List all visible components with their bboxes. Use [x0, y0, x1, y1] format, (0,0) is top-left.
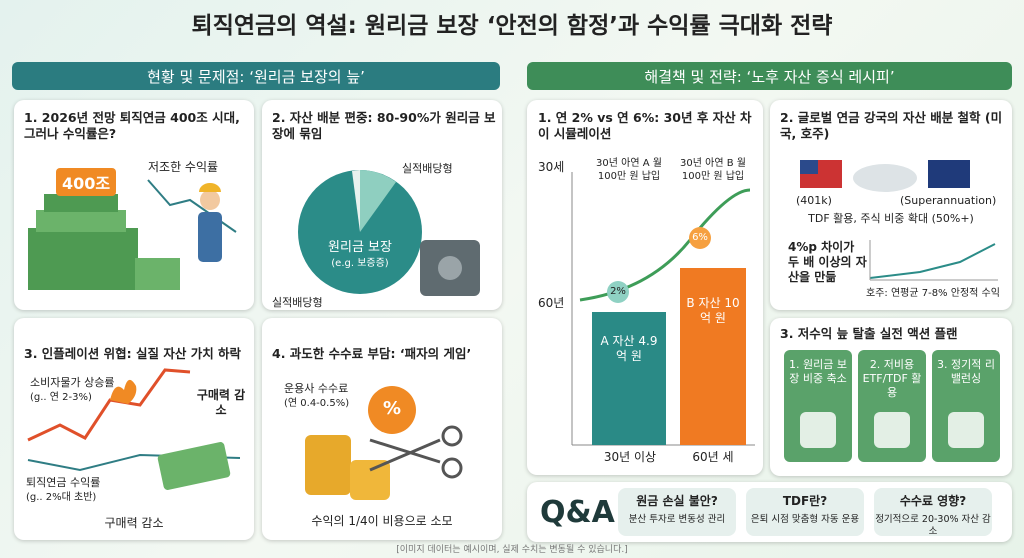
action-icon [874, 412, 910, 448]
label: (연 0.4-0.5%) [284, 398, 350, 409]
qa-card: 수수료 영향? 정기적으로 20-30% 자산 감소 [874, 488, 992, 537]
label: % [382, 398, 402, 419]
label: (Superannuation) [900, 194, 997, 207]
label: TDF 활용, 주식 비중 확대 (50%+) [808, 212, 974, 225]
left-header: 현황 및 문제점: ‘원리금 보장의 늪’ [12, 62, 500, 90]
action-card: 3. 정기적 리밸런싱 [932, 350, 1000, 462]
worker [198, 183, 222, 262]
label: (g.. 2%대 초반) [26, 492, 97, 503]
label: 운용사 수수료 [284, 382, 349, 395]
panel-title: 3. 저수익 늪 탈출 실전 액션 플랜 [780, 326, 958, 341]
label: 실적배당형 [272, 296, 323, 309]
label: 퇴직연금 수익률 [26, 476, 101, 489]
answer: 분산 투자로 변동성 관리 [628, 514, 726, 525]
note: 30년 아연 A 월 100만 원 납입 [596, 158, 662, 182]
pie-slice [352, 170, 360, 232]
cash [157, 442, 231, 490]
x-label: 30년 이상 [603, 450, 657, 464]
panel-title: 1. 연 2% vs 연 6%: 30년 후 자산 차이 시뮬레이션 [538, 110, 752, 141]
decline-line [147, 179, 237, 233]
pie-slice [360, 170, 396, 232]
action-card: 1. 원리금 보장 비중 축소 [784, 350, 852, 462]
au-flag [928, 160, 970, 188]
label: (g.. 연 2-3%) [30, 392, 92, 403]
scissors [369, 425, 463, 479]
caption: 수익의 1/4이 비용으로 소모 [311, 514, 453, 528]
axis-label: 60년 [538, 296, 565, 310]
label: 소비자물가 상승률 [30, 376, 115, 389]
panel-title: 1. 2026년 전망 퇴직연금 400조 시대, 그러나 수익률은? [24, 110, 240, 141]
map [853, 164, 917, 192]
axis-label: 30세 [538, 160, 565, 174]
percent-badge [368, 386, 416, 434]
growth-line [869, 243, 996, 279]
label: 실적배당형 [402, 162, 453, 175]
question: TDF란? [782, 494, 828, 508]
answer: 은퇴 시점 맞춤형 자동 운용 [750, 514, 860, 525]
bar-a [592, 312, 666, 445]
rate-dot [689, 227, 711, 249]
action-icon [948, 412, 984, 448]
label: 구매력 감소 [196, 388, 246, 417]
action-text: 1. 원리금 보장 비중 축소 [789, 358, 847, 385]
money-stack [28, 168, 180, 290]
coins [305, 435, 390, 500]
panel-title: 2. 자산 배분 편중: 80-90%가 원리금 보장에 묶임 [272, 110, 496, 141]
note: 30년 아연 B 월 100만 원 납입 [680, 158, 746, 182]
action-icon [800, 412, 836, 448]
bar-label: B 자산 10억 원 [686, 296, 740, 325]
action-text: 3. 정기적 리밸런싱 [937, 358, 995, 385]
footer: [이미지 데이터는 예시이며, 실제 수치는 변동될 수 있습니다.] [396, 545, 628, 555]
bar-b [680, 268, 746, 445]
label: 원리금 보장 [328, 240, 392, 255]
note: 저조한 수익률 [148, 160, 219, 174]
label: 호주: 연평균 7-8% 안정적 수익 [866, 288, 1000, 299]
panel-title: 4. 과도한 수수료 부담: ‘패자의 게임’ [272, 346, 472, 361]
panel-title: 3. 인플레이션 위협: 실질 자산 가치 하락 [24, 346, 242, 361]
panel-title: 2. 글로벌 연금 강국의 자산 배분 철학 (미국, 호주) [780, 110, 1003, 141]
question: 원금 손실 불안? [636, 494, 718, 508]
bar-label: A 자산 4.9억 원 [600, 334, 658, 363]
rate: 6% [692, 232, 708, 243]
label: (e.g. 보증증) [331, 258, 389, 269]
qa-label: Q&A [540, 495, 615, 530]
rate-dot [607, 281, 629, 303]
qa-card: 원금 손실 불안? 분산 투자로 변동성 관리 [618, 488, 736, 536]
x-label: 60년 세 [692, 450, 734, 464]
action-text: 2. 저비용 ETF/TDF 활용 [862, 358, 922, 399]
label: (401k) [796, 194, 832, 207]
caption: 구매력 감소 [104, 516, 164, 530]
question: 수수료 영향? [899, 494, 967, 508]
answer: 정기적으로 20-30% 자산 감소 [875, 514, 991, 537]
action-card: 2. 저비용 ETF/TDF 활용 [858, 350, 926, 462]
rate: 2% [610, 286, 626, 297]
label: 4%p 차이가 두 배 이상의 자산을 만듦 [788, 240, 867, 284]
flame [110, 379, 137, 404]
title: 퇴직연금의 역설: 원리금 보장 ‘안전의 함정’과 수익률 극대화 전략 [191, 13, 833, 39]
qa-card: TDF란? 은퇴 시점 맞춤형 자동 운용 [746, 488, 864, 536]
badge: 400조 [61, 174, 111, 193]
right-header: 해결책 및 전략: ‘노후 자산 증식 레시피’ [527, 62, 1012, 90]
